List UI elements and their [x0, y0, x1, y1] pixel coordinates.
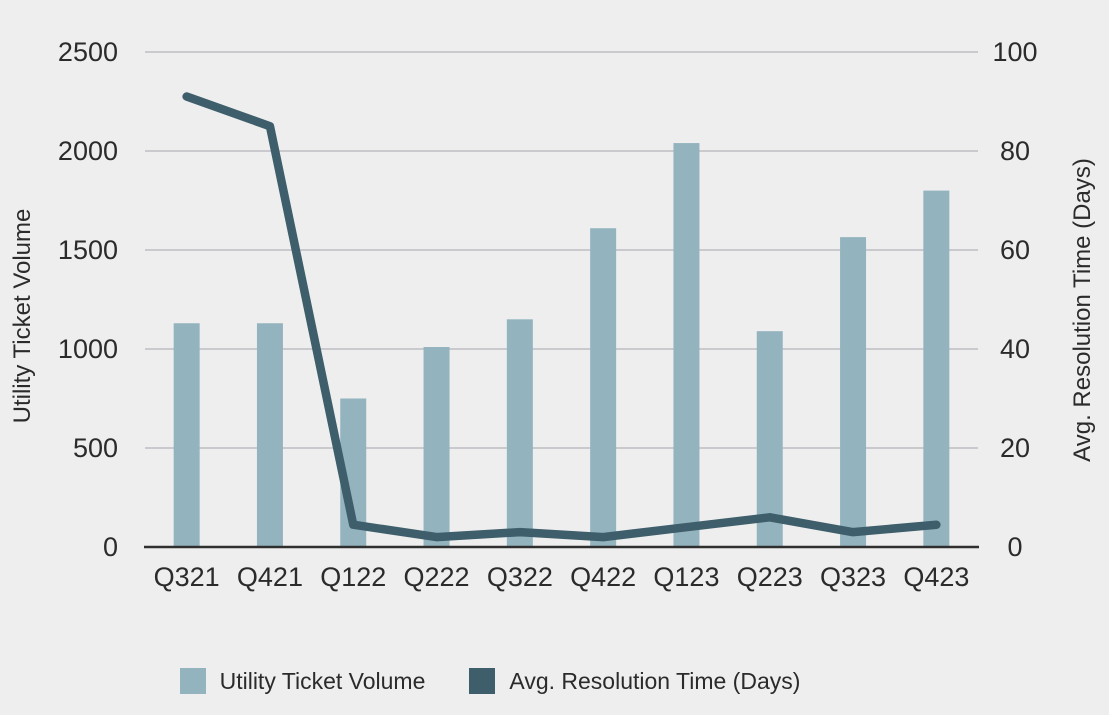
left-axis-tick-500: 500: [72, 433, 118, 463]
bar-Q423: [923, 190, 950, 547]
right-axis-tick-40: 40: [999, 334, 1031, 364]
right-axis-tick-60: 60: [999, 235, 1031, 265]
legend-item-utility-ticket-volume: Utility Ticket Volume: [179, 668, 426, 694]
bar-Q322: [506, 319, 533, 547]
bar-Q222: [423, 347, 450, 547]
legend-item-avg-resolution-time: Avg. Resolution Time (Days): [469, 668, 800, 694]
x-axis-tick-Q322: Q322: [486, 562, 553, 592]
x-axis-tick-Q421: Q421: [236, 562, 303, 592]
left-axis-title: Utility Ticket Volume: [9, 208, 36, 424]
x-axis-tick-Q122: Q122: [320, 562, 387, 592]
left-axis-tick-2500: 2500: [57, 37, 118, 67]
left-axis-tick-1000: 1000: [57, 334, 118, 364]
bar-Q321: [173, 323, 200, 547]
x-axis-tick-Q222: Q222: [403, 562, 470, 592]
x-axis-tick-Q423: Q423: [903, 562, 970, 592]
bar-series-swatch-icon: [179, 668, 206, 694]
bar-Q421: [256, 323, 283, 547]
x-axis-tick-Q123: Q123: [653, 562, 720, 592]
resolution-time-line: [182, 92, 941, 542]
legend: Utility Ticket Volume Avg. Resolution Ti…: [0, 668, 980, 694]
legend-label: Avg. Resolution Time (Days): [509, 668, 801, 694]
x-axis-tick-Q422: Q422: [570, 562, 637, 592]
right-axis-tick-100: 100: [992, 37, 1038, 67]
right-axis-tick-20: 20: [999, 433, 1031, 463]
x-axis-tick-Q321: Q321: [153, 562, 220, 592]
left-axis-tick-2000: 2000: [57, 136, 118, 166]
x-axis-tick-Q323: Q323: [820, 562, 887, 592]
left-axis-tick-0: 0: [102, 532, 118, 562]
left-axis-tick-1500: 1500: [57, 235, 118, 265]
right-axis-title: Avg. Resolution Time (Days): [1069, 158, 1096, 462]
bar-Q123: [673, 143, 700, 547]
legend-label: Utility Ticket Volume: [219, 668, 426, 694]
bar-Q223: [756, 331, 783, 547]
bar-Q422: [590, 228, 617, 547]
x-axis-tick-Q223: Q223: [736, 562, 803, 592]
bar-Q323: [840, 237, 867, 547]
line-series-swatch-icon: [469, 668, 496, 694]
right-axis-tick-0: 0: [1007, 532, 1023, 562]
right-axis-tick-80: 80: [999, 136, 1031, 166]
